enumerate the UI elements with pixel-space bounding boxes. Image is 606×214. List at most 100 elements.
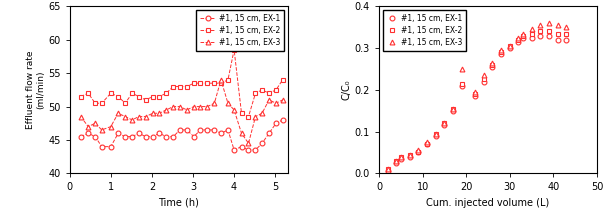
#1, 15 cm, EX-2 (480, 78, 487, 81)
#1, 15 cm, EX-1 (480, 80, 487, 83)
#1, 15 cm, EX-2 (162, 92, 170, 95)
#1, 15 cm, EX-3 (458, 68, 465, 70)
#1, 15 cm, EX-1 (252, 149, 259, 151)
#1, 15 cm, EX-1 (384, 170, 391, 172)
#1, 15 cm, EX-1 (258, 142, 265, 145)
#1, 15 cm, EX-2 (471, 93, 479, 95)
#1, 15 cm, EX-3 (85, 125, 92, 128)
#1, 15 cm, EX-1 (197, 129, 204, 131)
#1, 15 cm, EX-2 (211, 82, 218, 85)
Line: #1, 15 cm, EX-2: #1, 15 cm, EX-2 (78, 47, 285, 119)
#1, 15 cm, EX-1 (458, 85, 465, 87)
#1, 15 cm, EX-2 (107, 92, 115, 95)
#1, 15 cm, EX-2 (406, 153, 413, 156)
#1, 15 cm, EX-3 (238, 132, 245, 135)
#1, 15 cm, EX-2 (252, 92, 259, 95)
#1, 15 cm, EX-1 (98, 145, 105, 148)
#1, 15 cm, EX-3 (432, 132, 439, 135)
#1, 15 cm, EX-1 (115, 132, 122, 135)
#1, 15 cm, EX-1 (135, 132, 142, 135)
#1, 15 cm, EX-2 (135, 95, 142, 98)
#1, 15 cm, EX-2 (142, 99, 149, 101)
#1, 15 cm, EX-3 (258, 112, 265, 114)
#1, 15 cm, EX-1 (406, 155, 413, 158)
Y-axis label: C/C₀: C/C₀ (342, 80, 352, 100)
#1, 15 cm, EX-3 (406, 153, 413, 156)
#1, 15 cm, EX-1 (122, 135, 129, 138)
#1, 15 cm, EX-3 (488, 61, 496, 64)
#1, 15 cm, EX-1 (488, 66, 496, 68)
#1, 15 cm, EX-2 (515, 39, 522, 41)
#1, 15 cm, EX-2 (537, 30, 544, 33)
#1, 15 cm, EX-3 (245, 142, 252, 145)
#1, 15 cm, EX-2 (77, 95, 84, 98)
#1, 15 cm, EX-3 (393, 160, 400, 162)
#1, 15 cm, EX-1 (238, 145, 245, 148)
#1, 15 cm, EX-1 (537, 34, 544, 37)
#1, 15 cm, EX-2 (279, 79, 286, 81)
#1, 15 cm, EX-2 (441, 122, 448, 125)
#1, 15 cm, EX-2 (170, 85, 177, 88)
#1, 15 cm, EX-3 (506, 45, 513, 47)
#1, 15 cm, EX-3 (204, 105, 211, 108)
#1, 15 cm, EX-1 (515, 41, 522, 43)
#1, 15 cm, EX-3 (149, 112, 156, 114)
#1, 15 cm, EX-1 (528, 36, 535, 39)
#1, 15 cm, EX-3 (142, 115, 149, 118)
#1, 15 cm, EX-1 (128, 135, 136, 138)
#1, 15 cm, EX-2 (245, 115, 252, 118)
#1, 15 cm, EX-1 (156, 132, 163, 135)
#1, 15 cm, EX-1 (273, 122, 280, 125)
#1, 15 cm, EX-1 (92, 135, 99, 138)
#1, 15 cm, EX-2 (563, 32, 570, 35)
#1, 15 cm, EX-2 (128, 92, 136, 95)
#1, 15 cm, EX-2 (122, 102, 129, 104)
#1, 15 cm, EX-3 (252, 115, 259, 118)
#1, 15 cm, EX-3 (135, 115, 142, 118)
#1, 15 cm, EX-1 (149, 135, 156, 138)
#1, 15 cm, EX-3 (563, 26, 570, 29)
#1, 15 cm, EX-2 (115, 95, 122, 98)
#1, 15 cm, EX-1 (170, 135, 177, 138)
#1, 15 cm, EX-3 (498, 49, 505, 52)
#1, 15 cm, EX-2 (204, 82, 211, 85)
#1, 15 cm, EX-2 (190, 82, 198, 85)
#1, 15 cm, EX-1 (183, 129, 190, 131)
#1, 15 cm, EX-2 (415, 151, 422, 154)
#1, 15 cm, EX-2 (92, 102, 99, 104)
Line: #1, 15 cm, EX-3: #1, 15 cm, EX-3 (78, 77, 285, 146)
#1, 15 cm, EX-3 (176, 105, 184, 108)
#1, 15 cm, EX-2 (197, 82, 204, 85)
Line: #1, 15 cm, EX-2: #1, 15 cm, EX-2 (385, 29, 569, 172)
#1, 15 cm, EX-3 (554, 24, 561, 27)
#1, 15 cm, EX-3 (92, 122, 99, 125)
#1, 15 cm, EX-3 (441, 122, 448, 125)
#1, 15 cm, EX-3 (115, 112, 122, 114)
#1, 15 cm, EX-1 (107, 145, 115, 148)
Line: #1, 15 cm, EX-1: #1, 15 cm, EX-1 (385, 33, 569, 174)
#1, 15 cm, EX-2 (554, 32, 561, 35)
#1, 15 cm, EX-3 (77, 115, 84, 118)
#1, 15 cm, EX-1 (397, 158, 404, 160)
#1, 15 cm, EX-2 (156, 95, 163, 98)
#1, 15 cm, EX-1 (218, 132, 225, 135)
#1, 15 cm, EX-1 (265, 132, 273, 135)
#1, 15 cm, EX-1 (142, 135, 149, 138)
#1, 15 cm, EX-2 (238, 112, 245, 114)
#1, 15 cm, EX-3 (197, 105, 204, 108)
#1, 15 cm, EX-3 (211, 102, 218, 104)
#1, 15 cm, EX-3 (519, 32, 527, 35)
#1, 15 cm, EX-2 (183, 85, 190, 88)
#1, 15 cm, EX-2 (432, 132, 439, 135)
#1, 15 cm, EX-1 (162, 135, 170, 138)
#1, 15 cm, EX-1 (85, 132, 92, 135)
Y-axis label: Effluent flow rate
(ml/min): Effluent flow rate (ml/min) (26, 51, 45, 129)
#1, 15 cm, EX-3 (190, 105, 198, 108)
#1, 15 cm, EX-3 (528, 28, 535, 31)
Legend: #1, 15 cm, EX-1, #1, 15 cm, EX-2, #1, 15 cm, EX-3: #1, 15 cm, EX-1, #1, 15 cm, EX-2, #1, 15… (383, 10, 467, 51)
#1, 15 cm, EX-3 (224, 102, 231, 104)
#1, 15 cm, EX-3 (537, 24, 544, 27)
#1, 15 cm, EX-1 (224, 129, 231, 131)
#1, 15 cm, EX-2 (393, 160, 400, 162)
#1, 15 cm, EX-1 (441, 124, 448, 127)
